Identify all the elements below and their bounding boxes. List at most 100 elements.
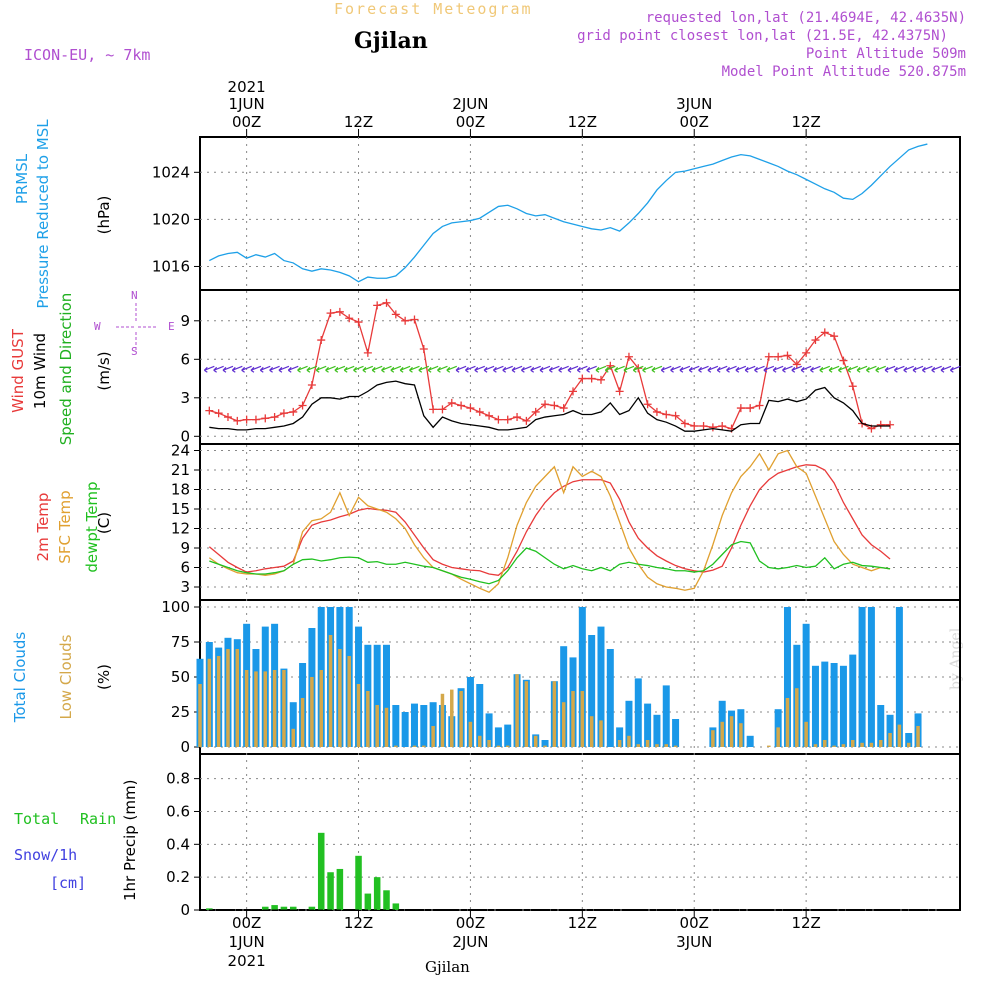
- gust-marker-5: [251, 415, 260, 424]
- low-cloud-bar-36: [533, 735, 538, 747]
- model-altitude: Model Point Altitude 520.875m: [721, 64, 966, 80]
- wind-dir-arrow-18: [371, 365, 383, 373]
- low-cloud-bar-33: [505, 745, 510, 747]
- gust-marker-60: [764, 352, 773, 361]
- low-cloud-bar-20: [384, 707, 389, 747]
- p5-label-snow: Snow/1h: [14, 846, 78, 864]
- ytick-label-5-0: 0: [180, 901, 190, 919]
- ytick-label-3-5: 18: [171, 481, 190, 499]
- total-cloud-bar-32: [494, 727, 502, 747]
- gust-marker-19: [382, 298, 391, 307]
- total-cloud-bar-73: [877, 705, 885, 747]
- gust-marker-53: [699, 422, 708, 431]
- low-cloud-bar-75: [897, 724, 902, 747]
- wind-dir-arrow-50: [670, 365, 681, 373]
- total-cloud-bar-76: [905, 733, 913, 747]
- low-cloud-bar-28: [459, 691, 463, 747]
- gust-marker-9: [289, 407, 298, 416]
- wind-dir-arrow-46: [632, 365, 644, 373]
- gust-marker-40: [578, 374, 587, 383]
- gust-marker-57: [736, 404, 745, 413]
- gust-marker-32: [503, 415, 512, 424]
- low-cloud-bar-68: [832, 745, 836, 747]
- gust-marker-21: [401, 316, 410, 325]
- wind-dir-arrow-41: [586, 365, 597, 373]
- wind-dir-arrow-59: [754, 365, 765, 373]
- gust-marker-58: [746, 404, 755, 413]
- bottom-axis-date-2: 2JUN: [452, 933, 488, 951]
- total-cloud-bar-33: [504, 724, 512, 747]
- low-cloud-bar-69: [841, 744, 846, 747]
- low-cloud-bar-77: [916, 726, 920, 747]
- total-cloud-bar-74: [886, 714, 894, 747]
- rain-bar-19: [373, 877, 381, 910]
- wind-dir-arrow-19: [381, 365, 392, 373]
- low-cloud-bar-10: [291, 728, 295, 747]
- gust-marker-0: [205, 406, 214, 415]
- bottom-axis-hour-4: 00Z: [680, 914, 709, 932]
- wind-dir-arrow-67: [828, 365, 840, 373]
- low-cloud-bar-41: [580, 691, 585, 747]
- low-cloud-bar-39: [561, 702, 566, 747]
- low-cloud-bar-27: [450, 689, 454, 747]
- total-cloud-bar-19: [373, 644, 381, 747]
- gust-marker-62: [783, 351, 792, 360]
- total-cloud-bar-43: [597, 626, 605, 747]
- rain-bar-18: [364, 893, 372, 910]
- low-cloud-bar-72: [869, 742, 874, 747]
- low-cloud-bar-4: [235, 649, 240, 747]
- rain-bar-17: [355, 855, 362, 910]
- wind-dir-arrow-24: [427, 365, 439, 373]
- low-cloud-bar-58: [739, 723, 743, 747]
- low-cloud-bar-62: [776, 727, 780, 747]
- low-cloud-bar-74: [888, 733, 892, 747]
- gust-marker-36: [541, 400, 550, 409]
- wind-dir-arrow-5: [250, 365, 262, 373]
- gust-marker-22: [410, 315, 419, 324]
- gust-marker-48: [652, 407, 661, 416]
- low-cloud-bar-18: [366, 691, 370, 747]
- wind-dir-arrow-22: [409, 365, 420, 373]
- wind-dir-arrow-69: [847, 365, 858, 373]
- ytick-label-3-6: 21: [171, 461, 190, 479]
- gust-marker-63: [792, 360, 801, 369]
- ytick-label-3-1: 6: [180, 559, 190, 577]
- gust-marker-49: [662, 410, 671, 419]
- gust-marker-7: [270, 413, 279, 422]
- wind-dir-arrow-60: [763, 365, 775, 373]
- compass-rose: [116, 303, 156, 350]
- low-cloud-bar-34: [515, 674, 519, 747]
- ytick-label-5-2: 0.4: [166, 835, 190, 853]
- ytick-label-3-0: 3: [180, 578, 190, 596]
- gust-marker-27: [457, 401, 466, 410]
- low-cloud-bar-1: [207, 658, 212, 747]
- gridpoint-coords: grid point closest lon,lat (21.5E, 42.43…: [577, 28, 948, 44]
- total-cloud-bar-31: [485, 713, 493, 747]
- bottom-axis-year-0: 2021: [228, 952, 266, 970]
- gust-marker-55: [718, 422, 727, 431]
- temp-line-1: [208, 449, 891, 593]
- requested-coords: requested lon,lat (21.4694E, 42.4635N): [645, 10, 966, 26]
- gust-marker-4: [242, 415, 251, 424]
- wind-dir-arrow-37: [548, 365, 560, 373]
- low-cloud-bar-49: [655, 744, 659, 747]
- p5-label-rain: Rain: [80, 810, 117, 828]
- rain-bar-9: [280, 906, 288, 910]
- low-cloud-bar-67: [823, 740, 827, 747]
- rain-bar-12: [308, 906, 316, 910]
- ytick-label-4-4: 100: [161, 598, 190, 616]
- total-cloud-bar-50: [662, 685, 670, 747]
- wind-dir-arrow-8: [278, 365, 290, 373]
- low-cloud-bar-70: [851, 740, 855, 747]
- compass-s: S: [131, 345, 138, 358]
- rain-bar-21: [392, 903, 400, 910]
- compass-w: W: [94, 320, 101, 333]
- rain-bar-1: [206, 908, 213, 910]
- gust-marker-2: [223, 413, 232, 422]
- wind-dir-arrow-63: [791, 365, 803, 373]
- wind-dir-arrow-51: [679, 365, 691, 373]
- low-cloud-bar-45: [617, 740, 622, 747]
- gust-marker-23: [419, 345, 428, 354]
- top-axis-date-4: 3JUN: [676, 95, 712, 113]
- gust-marker-10: [298, 401, 307, 410]
